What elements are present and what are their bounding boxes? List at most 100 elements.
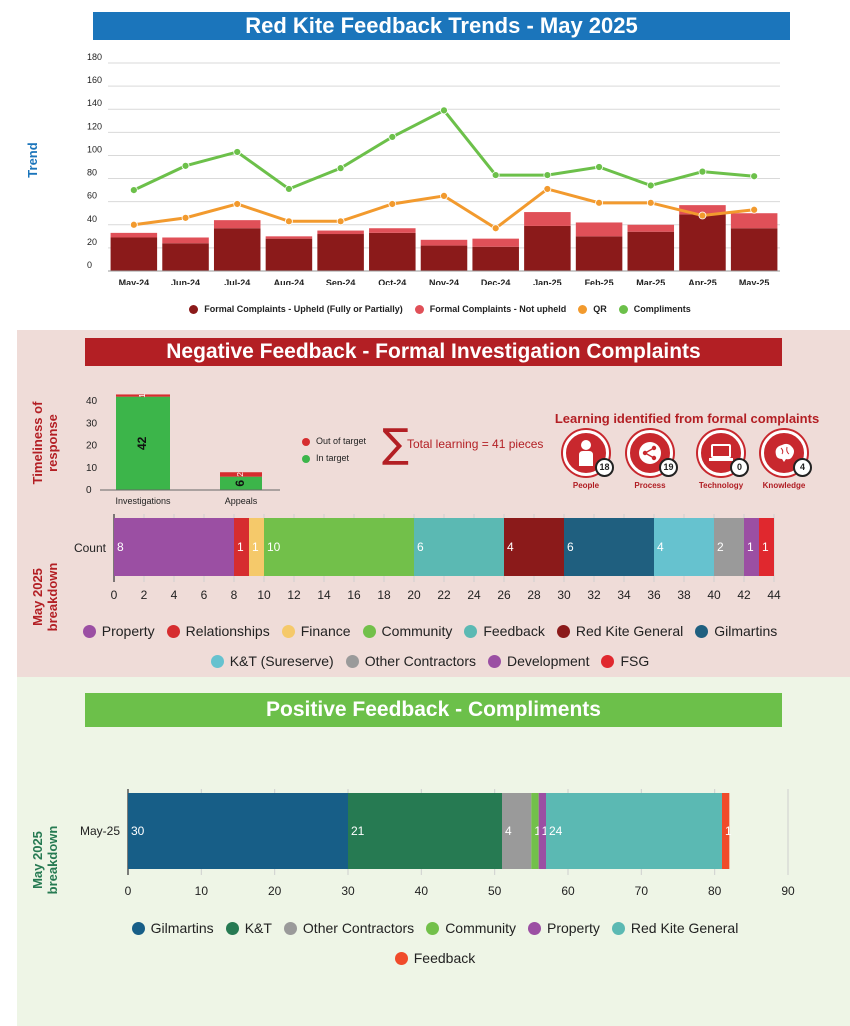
bar-in-target: [220, 476, 262, 490]
bar-not-upheld: [524, 212, 571, 226]
legend-item: Red Kite General: [556, 623, 684, 639]
bar-out-of-target: [116, 394, 170, 397]
line-point: [233, 148, 242, 156]
x-tick-label: 2: [141, 588, 148, 602]
x-tick-label: 34: [617, 588, 631, 602]
learning-item-knowledge: 4 Knowledge: [755, 430, 813, 490]
x-tick-label: 44: [767, 588, 781, 602]
y-tick-label: 60: [87, 191, 97, 201]
x-tick-label: 38: [677, 588, 691, 602]
data-label: 4: [507, 540, 514, 554]
people-count: 18: [595, 458, 614, 477]
y-tick-label: 100: [87, 144, 102, 154]
x-tick-label: Jul-24: [224, 278, 250, 285]
bar-not-upheld: [420, 239, 468, 246]
process-label: Process: [634, 481, 666, 490]
line-point: [698, 167, 707, 176]
line-point: [285, 185, 293, 193]
x-tick-label: Jun-24: [171, 278, 200, 285]
sigma-icon: ∑: [382, 421, 409, 467]
bar-segment: [502, 793, 532, 869]
data-label: 1: [747, 540, 754, 554]
person-icon: [579, 440, 593, 466]
x-tick-label: 16: [347, 588, 361, 602]
bar-segment: [546, 793, 722, 869]
legend-label: Development: [506, 653, 590, 669]
line-point: [388, 200, 397, 208]
negative-banner: Negative Feedback - Formal Investigation…: [85, 338, 782, 366]
legend-label: Community: [445, 920, 516, 936]
legend-label: Formal Complaints - Upheld (Fully or Par…: [204, 304, 403, 314]
technology-count: 0: [730, 458, 749, 477]
data-label: 2: [717, 540, 724, 554]
x-tick-label: 8: [231, 588, 238, 602]
technology-label: Technology: [698, 481, 744, 490]
x-tick-label: 6: [201, 588, 208, 602]
x-tick-label: Feb-25: [585, 278, 614, 285]
y-tick-label: 160: [87, 75, 102, 85]
bar-in-target: [116, 396, 170, 490]
timeliness-side-label: Timeliness of response: [30, 401, 60, 485]
legend-item: Gilmartins: [131, 920, 214, 936]
negative-breakdown-side-label: May 2025 breakdown: [30, 562, 60, 632]
learning-item-technology: 0 Technology: [689, 430, 753, 490]
total-learning-text: Total learning = 41 pieces: [407, 437, 544, 451]
x-tick-label: 42: [737, 588, 751, 602]
legend-swatch: [166, 624, 180, 638]
x-tick-label: 30: [341, 884, 355, 898]
line-point: [543, 185, 552, 193]
y-tick-label: 10: [86, 463, 98, 474]
x-tick-label: 32: [587, 588, 601, 602]
legend-swatch: [82, 624, 96, 638]
legend-item: Feedback: [464, 623, 545, 639]
line-point: [491, 171, 500, 179]
knowledge-label: Knowledge: [762, 481, 806, 490]
legend-item: Finance: [281, 623, 351, 639]
line-point: [181, 161, 190, 170]
line-point: [750, 172, 759, 181]
legend-swatch: [556, 624, 570, 638]
x-tick-label: Oct-24: [378, 278, 406, 285]
negative-breakdown-chart: 0 2 4 6 8 10 12 14 16 18 20 22 24 26 28 30 32 34 36 38 40 42 4…: [74, 514, 781, 602]
data-label-in-target: 6: [233, 480, 247, 487]
x-tick-label: 40: [707, 588, 721, 602]
negative-breakdown-legend: Property Relationships Finance Community Fee…: [60, 623, 800, 669]
legend-swatch: [464, 624, 478, 638]
positive-banner: Positive Feedback - Compliments: [85, 693, 782, 727]
bar-not-upheld: [110, 232, 158, 238]
laptop-icon: [709, 444, 733, 461]
x-tick-label: 36: [647, 588, 661, 602]
data-label: 6: [567, 540, 574, 554]
y-tick-label: 40: [87, 214, 97, 224]
data-label: 1: [237, 540, 244, 554]
bar-segment: [654, 518, 714, 576]
bar-upheld: [679, 214, 726, 271]
bar-upheld: [317, 234, 364, 271]
x-tick-label: Appeals: [225, 496, 258, 506]
x-tick-label: Aug-24: [274, 278, 305, 285]
legend-label: Gilmartins: [714, 623, 778, 639]
bar-out-of-target: [220, 472, 262, 477]
legend-item: Other Contractors: [345, 653, 476, 669]
bar-segment: [414, 518, 504, 576]
line-point: [491, 224, 500, 233]
x-tick-label: Dec-24: [481, 278, 511, 285]
y-tick-label: 0: [86, 485, 92, 496]
line-point: [336, 217, 345, 226]
line-point: [285, 217, 293, 226]
legend-label: Feedback: [413, 950, 476, 966]
legend-label: Red Kite General: [575, 623, 684, 639]
legend-swatch: [426, 921, 440, 935]
x-tick-label: 10: [195, 884, 209, 898]
x-tick-label: 4: [171, 588, 178, 602]
x-tick-label: Nov-24: [429, 278, 459, 285]
legend-label: QR: [593, 304, 607, 314]
timeliness-legend: Out of target In target: [302, 433, 366, 467]
legend-item: K&T: [225, 920, 272, 936]
bar-upheld: [730, 228, 778, 271]
bar-segment: [714, 518, 744, 576]
legend-item: Relationships: [166, 623, 270, 639]
legend-label: Other Contractors: [364, 653, 476, 669]
bar-upheld: [575, 236, 623, 271]
